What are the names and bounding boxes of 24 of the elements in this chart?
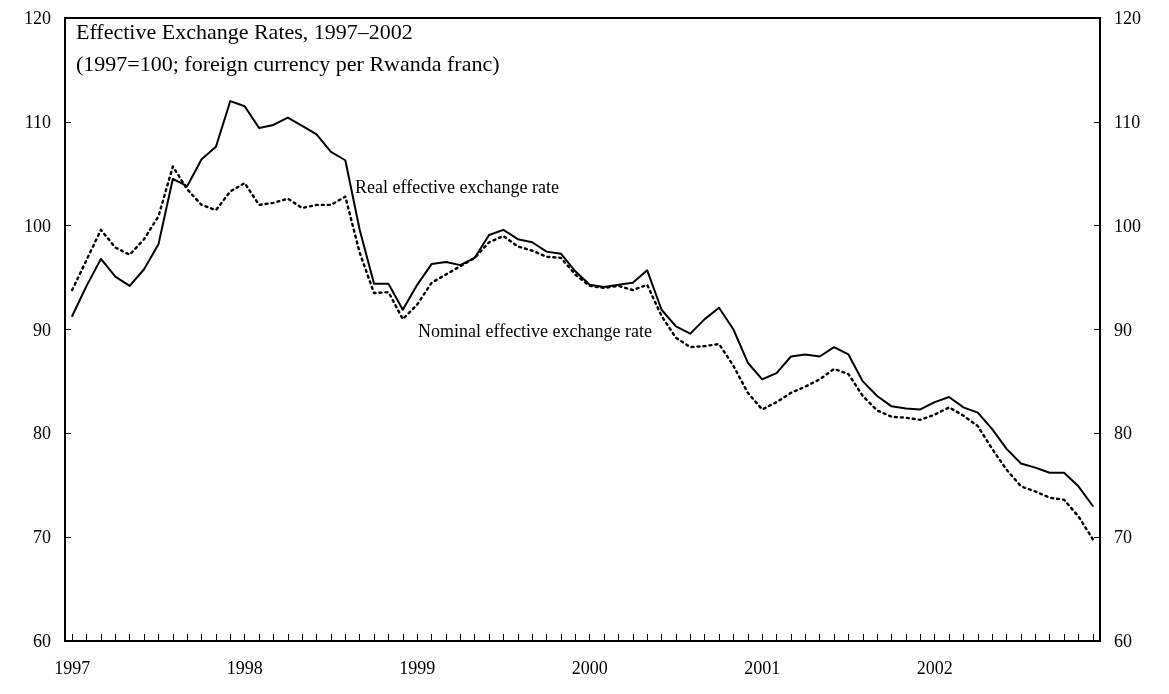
y2-tick-label: 70 xyxy=(1114,527,1132,548)
y2-tick-label: 60 xyxy=(1114,631,1132,651)
y-tick-label: 120 xyxy=(24,8,51,28)
y2-tick-label: 80 xyxy=(1114,423,1132,444)
text: (1997=100; foreign currency per Rwanda franc) xyxy=(76,50,500,76)
x-tick-label: 2000 xyxy=(571,658,608,678)
y-tick-label: 70 xyxy=(33,527,51,548)
x-tick-label: 2001 xyxy=(744,658,781,678)
y-tick-label: 60 xyxy=(33,631,51,651)
x-tick-label: 1997 xyxy=(54,658,91,678)
y2-tick-label: 110 xyxy=(1114,111,1141,132)
series-label: Nominal effective exchange rate xyxy=(418,321,653,341)
x-tick-label: 1998 xyxy=(226,658,263,678)
y-tick-label: 110 xyxy=(24,111,51,132)
y-tick-label: 80 xyxy=(33,423,51,444)
y2-tick-label: 120 xyxy=(1114,8,1141,28)
y2-tick-label: 90 xyxy=(1114,319,1132,340)
y-tick-label: 100 xyxy=(24,215,51,236)
y-tick-label: 90 xyxy=(33,319,51,340)
series-label: Real effective exchange rate xyxy=(355,177,560,197)
x-tick-label: 2002 xyxy=(916,658,953,678)
x-tick-label: 1999 xyxy=(399,658,436,678)
chart-title: Effective Exchange Rates, 1997–2002 xyxy=(76,18,413,44)
y2-tick-label: 100 xyxy=(1114,215,1141,236)
